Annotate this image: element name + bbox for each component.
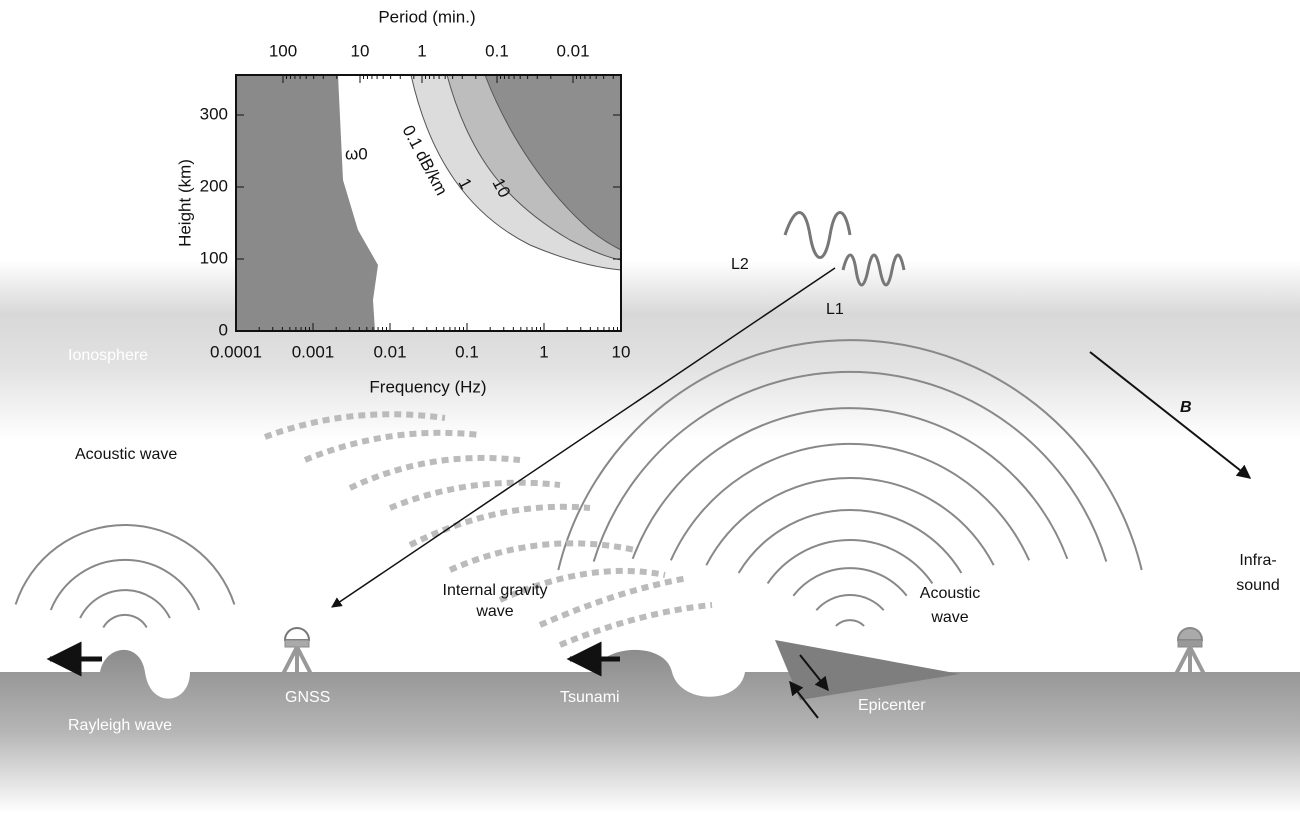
ionosphere-label: Ionosphere <box>68 347 148 364</box>
acoustic-arc <box>16 525 235 605</box>
top-tick-label: 0.01 <box>556 41 589 60</box>
top-tick-label: 1 <box>417 41 426 60</box>
gnss-label: GNSS <box>285 689 330 706</box>
acoustic-arc <box>793 568 906 596</box>
top-tick-label: 0.1 <box>485 41 509 60</box>
x-tick-label: 10 <box>612 342 631 361</box>
epicenter-label: Epicenter <box>858 697 926 714</box>
gravity-wave <box>390 483 560 508</box>
y-tick-label: 100 <box>200 248 228 267</box>
gravity-label: wave <box>475 603 513 620</box>
y-tick-label: 0 <box>219 320 228 339</box>
omega-label: ω0 <box>345 144 368 163</box>
infrasound-label: Infra- <box>1239 552 1276 569</box>
acoustic-arc <box>51 560 199 610</box>
ionosphere-band <box>0 260 1300 440</box>
l2-wave <box>785 213 850 258</box>
diagram: 0.00010.0010.010.111001002003001001010.1… <box>0 0 1300 813</box>
y-tick-label: 300 <box>200 104 228 123</box>
tsunami-label: Tsunami <box>560 689 620 706</box>
y-tick-label: 200 <box>200 176 228 195</box>
rayleigh-label: Rayleigh wave <box>68 717 172 734</box>
acoustic-arc <box>739 510 962 573</box>
top-axis-label: Period (min.) <box>378 7 475 26</box>
acoustic-label: Acoustic <box>920 585 980 602</box>
acoustic-arc <box>706 478 993 565</box>
x-tick-label: 1 <box>539 342 548 361</box>
x-axis-label: Frequency (Hz) <box>369 377 486 396</box>
acoustic-arc <box>768 540 933 583</box>
top-tick-label: 10 <box>351 41 370 60</box>
acoustic-arc <box>816 595 883 610</box>
acoustic-arc <box>103 615 146 628</box>
x-tick-label: 0.01 <box>373 342 406 361</box>
gravity-wave <box>560 605 712 645</box>
acoustic-arc <box>671 444 1029 560</box>
l2-label: L2 <box>731 256 749 273</box>
x-tick-label: 0.001 <box>292 342 335 361</box>
gravity-wave <box>450 543 635 570</box>
gravity-wave <box>410 507 590 545</box>
gravity-label: Internal gravity <box>443 582 548 599</box>
b-label: B <box>1180 399 1192 416</box>
gravity-wave <box>540 578 688 625</box>
acoustic-label: wave <box>930 609 968 626</box>
x-tick-label: 0.0001 <box>210 342 262 361</box>
top-tick-label: 100 <box>269 41 297 60</box>
y-axis-label: Height (km) <box>175 159 194 247</box>
acoustic-arc <box>836 620 864 626</box>
acoustic-label: Acoustic wave <box>75 446 177 463</box>
l1-label: L1 <box>826 301 844 318</box>
acoustic-arc <box>80 590 170 618</box>
infrasound-label: sound <box>1236 577 1280 594</box>
gravity-wave <box>350 458 520 488</box>
x-tick-label: 0.1 <box>455 342 479 361</box>
gnss-receiver <box>282 628 1205 676</box>
ground <box>0 650 1300 813</box>
